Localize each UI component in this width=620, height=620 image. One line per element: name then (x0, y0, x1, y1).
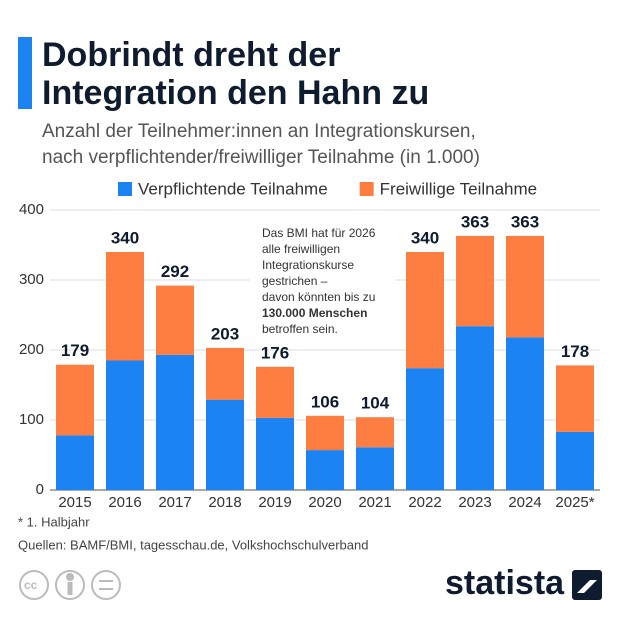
bar-segment (306, 450, 344, 490)
y-tick-label: 100 (19, 411, 44, 428)
chart-title: Dobrindt dreht der (42, 36, 340, 74)
chart-subtitle: Anzahl der Teilnehmer:innen an Integrati… (42, 121, 476, 142)
by-head (66, 573, 74, 581)
annotation-line: alle freiwilligen (262, 242, 340, 256)
bar-segment (56, 435, 94, 490)
bar-segment (306, 415, 344, 451)
bar-segment (106, 252, 144, 361)
bar-segment (206, 399, 244, 490)
x-tick-label: 2015 (58, 494, 91, 511)
bar-segment (556, 431, 594, 490)
bar-segment (406, 368, 444, 490)
bar-segment (256, 366, 294, 418)
x-tick-label: 2019 (258, 494, 291, 511)
total-label: 292 (161, 262, 189, 281)
nd-icon (91, 570, 121, 600)
legend-label: Freiwillige Teilnahme (380, 179, 537, 198)
chart-subtitle: nach verpflichtender/freiwilliger Teilna… (42, 147, 480, 168)
x-tick-label: 2023 (458, 494, 491, 511)
annotation-line: Integrationskurse (262, 258, 354, 272)
total-label: 104 (361, 394, 390, 413)
legend-swatch (118, 182, 132, 196)
x-tick-label: 2016 (108, 494, 141, 511)
annotation-box (250, 220, 395, 342)
bar-segment (356, 417, 394, 448)
cc-icon (19, 570, 49, 600)
bar-segment (406, 252, 444, 369)
total-label: 340 (111, 228, 139, 247)
bar-segment (506, 337, 544, 490)
annotation-line: gestrichen – (262, 274, 328, 288)
y-tick-label: 200 (19, 341, 44, 358)
bar-segment (156, 354, 194, 490)
by-icon (55, 570, 85, 600)
brand-logo: statista (445, 564, 565, 602)
annotation-line: betroffen sein. (262, 322, 338, 336)
total-label: 363 (511, 212, 539, 231)
legend-swatch (359, 182, 374, 196)
total-label: 106 (311, 392, 339, 411)
x-tick-label: 2024 (508, 494, 541, 511)
x-tick-label: 2022 (408, 494, 441, 511)
license-icons (19, 570, 121, 600)
x-tick-label: 2018 (208, 494, 241, 511)
bar-segment (106, 360, 144, 490)
total-label: 363 (461, 212, 489, 231)
source: Quellen: BAMF/BMI, tagesschau.de, Volksh… (18, 537, 368, 552)
total-label: 178 (561, 342, 589, 361)
brand-icon-mark (577, 580, 597, 593)
y-tick-label: 300 (19, 271, 44, 288)
y-tick-label: 0 (36, 481, 44, 498)
title-accent (18, 37, 32, 109)
footnote: * 1. Halbjahr (18, 514, 90, 529)
total-label: 203 (211, 324, 239, 343)
bar-segment (556, 365, 594, 432)
total-label: 340 (411, 228, 439, 247)
plot-area: 0 100 200 300 400 179 2015 340 2016 292 2017 203 201… (19, 201, 600, 511)
total-label: 176 (261, 343, 289, 362)
bar-segment (206, 347, 244, 400)
y-tick-label: 400 (19, 201, 44, 218)
x-tick-label: 2020 (308, 494, 341, 511)
bar-segment (456, 326, 494, 490)
cc-mark: cc (24, 578, 38, 592)
legend: Verpflichtende Teilnahme Freiwillige Teil… (118, 179, 537, 198)
total-label: 179 (61, 341, 89, 360)
x-tick-label: 2017 (158, 494, 191, 511)
annotation-line: 130.000 Menschen (262, 306, 367, 320)
bar-segment (356, 447, 394, 490)
bar-segment (256, 417, 294, 490)
bar-segment (456, 235, 494, 327)
x-tick-label: 2021 (358, 494, 391, 511)
x-tick-label: 2025* (555, 494, 594, 511)
bar-segment (56, 364, 94, 436)
legend-label: Verpflichtende Teilnahme (138, 179, 328, 198)
annotation-line: Das BMI hat für 2026 (262, 226, 376, 240)
chart-title: Integration den Hahn zu (42, 74, 429, 112)
bar-segment (156, 285, 194, 355)
bar-segment (506, 235, 544, 338)
annotation: Das BMI hat für 2026 alle freiwilligen I… (262, 226, 376, 336)
annotation-line: davon könnten bis zu (262, 290, 375, 304)
